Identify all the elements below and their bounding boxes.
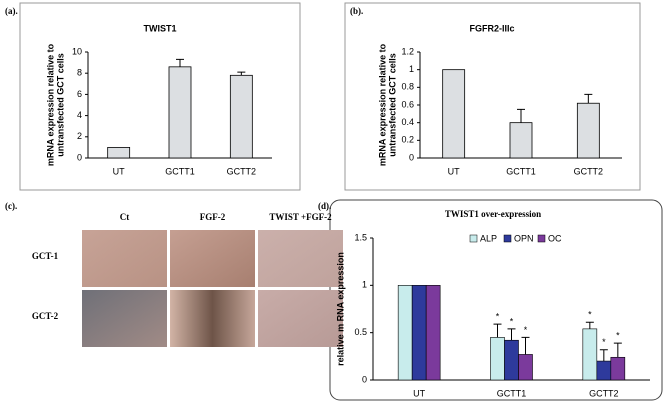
annotation: * [602, 337, 606, 347]
panel-label: (d). [318, 201, 331, 211]
x-tick-label: GCTT2 [589, 388, 619, 398]
micrograph [258, 230, 343, 287]
y-tick-label: 0.5 [354, 327, 367, 337]
error-bar [493, 323, 502, 338]
legend-label: ALP [480, 233, 497, 243]
annotation: * [616, 330, 620, 340]
error-bar [176, 58, 184, 67]
bar [229, 74, 253, 159]
y-axis-label: untransfected GCT cells [55, 53, 65, 157]
error-bar [517, 108, 525, 123]
error-bar [584, 93, 593, 104]
bar [442, 69, 466, 159]
y-tick-label: 1 [409, 64, 414, 74]
micrograph [82, 230, 167, 287]
bar [596, 360, 612, 381]
legend-swatch [503, 234, 512, 243]
error-bar [237, 71, 246, 76]
error-bar [507, 328, 516, 341]
micrograph [82, 290, 167, 347]
column-label: FGF-2 [200, 212, 226, 222]
y-tick-label: 6 [77, 89, 82, 99]
y-axis-label: mRNA expression relative to [377, 43, 387, 166]
x-tick-label: GCTT2 [574, 166, 604, 176]
y-axis-label: relative m RNA expression [335, 252, 345, 366]
column-label: Ct [120, 212, 130, 222]
legend-label: OPN [514, 233, 534, 243]
y-tick-label: 0 [77, 152, 82, 162]
bar [509, 122, 533, 159]
legend-swatch [469, 234, 478, 243]
y-tick-label: 0.6 [401, 99, 414, 109]
annotation: * [524, 325, 528, 335]
y-tick-label: 2 [77, 131, 82, 141]
legend-label: OC [548, 233, 562, 243]
bar [425, 285, 441, 381]
error-bar [521, 336, 530, 355]
bar [518, 354, 533, 381]
error-bar [599, 349, 608, 362]
bar [582, 328, 598, 381]
panel-frame [344, 2, 641, 191]
chart-title: FGFR2-IIIc [469, 23, 514, 33]
column-label: TWIST +FGF-2 [269, 212, 332, 222]
row-label: GCT-1 [32, 251, 59, 261]
x-tick-label: UT [113, 166, 125, 176]
y-tick-label: 0 [362, 374, 367, 384]
bar [411, 285, 427, 381]
x-tick-label: GCTT2 [227, 166, 257, 176]
y-tick-label: 1 [362, 280, 367, 290]
panel-label: (b). [350, 6, 363, 16]
y-tick-label: 0.2 [401, 135, 414, 145]
x-tick-label: GCTT1 [497, 388, 527, 398]
panel-label: (a). [5, 6, 18, 16]
panel-label: (c). [5, 201, 17, 211]
legend-swatch [537, 234, 546, 243]
micrograph [170, 290, 255, 347]
micrograph [170, 230, 255, 287]
y-tick-label: 10 [72, 46, 82, 56]
y-tick-label: 8 [77, 68, 82, 78]
bar [490, 337, 505, 381]
y-tick-label: 0 [409, 152, 414, 162]
x-tick-label: GCTT1 [165, 166, 195, 176]
y-tick-label: 1.2 [401, 46, 414, 56]
y-tick-label: 1.5 [354, 232, 367, 242]
y-axis-label: mRNA expression relative to [45, 43, 55, 166]
y-tick-label: 0.8 [401, 82, 414, 92]
bar [107, 146, 131, 159]
chart-title: TWIST1 [144, 23, 177, 33]
panel-frame [19, 2, 301, 191]
error-bar [613, 342, 622, 358]
error-bar [585, 321, 594, 329]
x-tick-label: GCTT1 [506, 166, 536, 176]
annotation: * [496, 312, 500, 322]
row-label: GCT-2 [32, 311, 59, 321]
annotation: * [588, 310, 592, 320]
x-tick-label: UT [448, 166, 460, 176]
y-tick-label: 0.4 [401, 117, 414, 127]
bar [610, 356, 626, 381]
y-axis-label: untransfected GCT cells [387, 53, 397, 157]
chart-title: TWIST1 over-expression [445, 209, 541, 219]
micrograph [258, 290, 343, 347]
annotation: * [510, 316, 514, 326]
bar [576, 102, 600, 159]
bar [504, 339, 519, 381]
bar [397, 285, 413, 381]
bar [168, 66, 192, 159]
y-tick-label: 4 [77, 110, 82, 120]
x-tick-label: UT [413, 388, 425, 398]
